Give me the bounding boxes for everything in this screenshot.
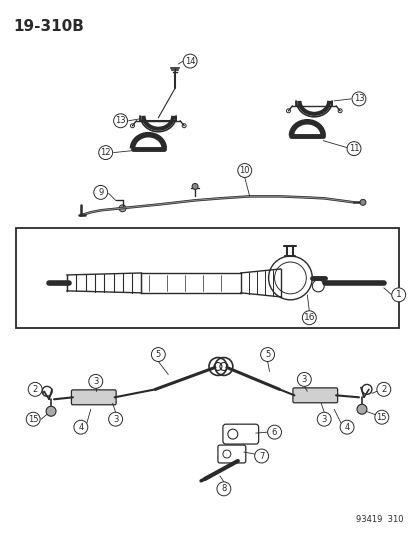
Circle shape (28, 382, 42, 397)
Text: 8: 8 (221, 484, 227, 494)
Circle shape (377, 382, 391, 397)
Circle shape (255, 449, 269, 463)
Circle shape (238, 164, 252, 177)
Circle shape (375, 410, 389, 424)
Text: 6: 6 (272, 427, 277, 437)
Text: 12: 12 (100, 148, 111, 157)
Text: 93419  310: 93419 310 (356, 515, 404, 523)
Circle shape (114, 114, 128, 128)
Circle shape (119, 205, 126, 212)
Text: 4: 4 (344, 423, 350, 432)
Text: 1: 1 (396, 290, 401, 300)
Circle shape (183, 54, 197, 68)
Circle shape (340, 420, 354, 434)
Text: 3: 3 (322, 415, 327, 424)
FancyBboxPatch shape (16, 228, 399, 328)
Text: 14: 14 (185, 56, 196, 66)
Text: 3: 3 (93, 377, 99, 386)
Circle shape (109, 412, 123, 426)
Circle shape (261, 348, 275, 361)
Circle shape (99, 146, 113, 159)
Circle shape (352, 92, 366, 106)
Text: 19-310B: 19-310B (13, 19, 84, 34)
Circle shape (317, 412, 331, 426)
Circle shape (89, 375, 103, 389)
Text: 2: 2 (32, 385, 38, 394)
Circle shape (357, 404, 367, 414)
Text: 7: 7 (259, 451, 264, 461)
Circle shape (26, 412, 40, 426)
FancyBboxPatch shape (72, 390, 116, 405)
Circle shape (360, 199, 366, 205)
Circle shape (267, 425, 282, 439)
Text: 13: 13 (354, 94, 364, 103)
Circle shape (392, 288, 406, 302)
Text: 2: 2 (381, 385, 386, 394)
Text: 3: 3 (113, 415, 118, 424)
Text: 3: 3 (302, 375, 307, 384)
Circle shape (46, 406, 56, 416)
Text: 15: 15 (376, 413, 387, 422)
Text: 5: 5 (156, 350, 161, 359)
Circle shape (192, 183, 198, 189)
Circle shape (297, 373, 311, 386)
FancyBboxPatch shape (293, 388, 338, 403)
Text: 13: 13 (115, 116, 126, 125)
Circle shape (151, 348, 165, 361)
Text: 16: 16 (304, 313, 315, 322)
Text: 4: 4 (78, 423, 84, 432)
Circle shape (302, 311, 316, 325)
Text: 10: 10 (240, 166, 250, 175)
Text: 9: 9 (98, 188, 103, 197)
Circle shape (217, 482, 231, 496)
Circle shape (347, 142, 361, 156)
Text: 15: 15 (28, 415, 38, 424)
FancyBboxPatch shape (218, 445, 246, 463)
Text: 11: 11 (349, 144, 359, 153)
Text: 5: 5 (265, 350, 270, 359)
Circle shape (74, 420, 88, 434)
Circle shape (94, 185, 108, 199)
FancyBboxPatch shape (223, 424, 259, 444)
